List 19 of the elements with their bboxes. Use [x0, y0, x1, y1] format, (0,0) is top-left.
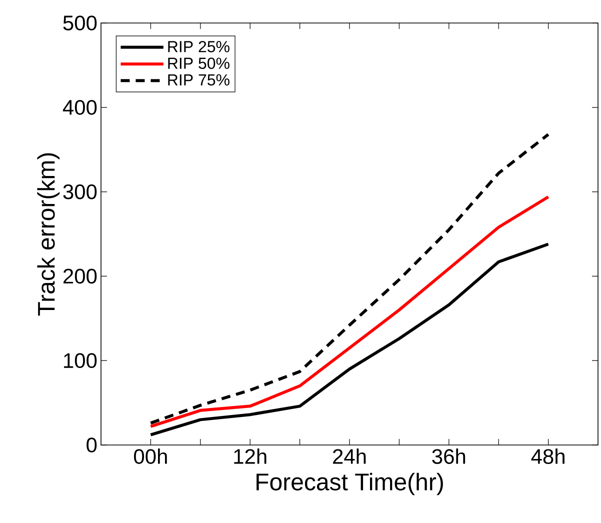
- y-tick-label: 100: [64, 353, 97, 368]
- y-tick-label: 300: [63, 184, 97, 200]
- x-tick-label: 48h: [531, 448, 564, 464]
- line-series: [149, 195, 550, 428]
- x-tick-label: 12h: [234, 448, 266, 464]
- line-series: [149, 242, 550, 436]
- x-tick-label: 00h: [134, 448, 167, 464]
- x-tick-label: 36h: [432, 448, 466, 464]
- line-series: [149, 132, 550, 425]
- y-tick-label: 500: [63, 16, 97, 30]
- legend-label: RIP 25%: [168, 40, 230, 52]
- y-tick-label: 200: [63, 268, 97, 284]
- legend-label: RIP 50%: [168, 58, 230, 69]
- y-tick-label: 0: [86, 438, 97, 452]
- y-axis-title: Track error(km): [37, 153, 60, 316]
- legend-label: RIP 75%: [168, 74, 230, 86]
- y-tick-label: 400: [62, 100, 97, 115]
- x-axis-title: Forecast Time(hr): [256, 472, 443, 496]
- x-tick-label: 24h: [333, 448, 366, 464]
